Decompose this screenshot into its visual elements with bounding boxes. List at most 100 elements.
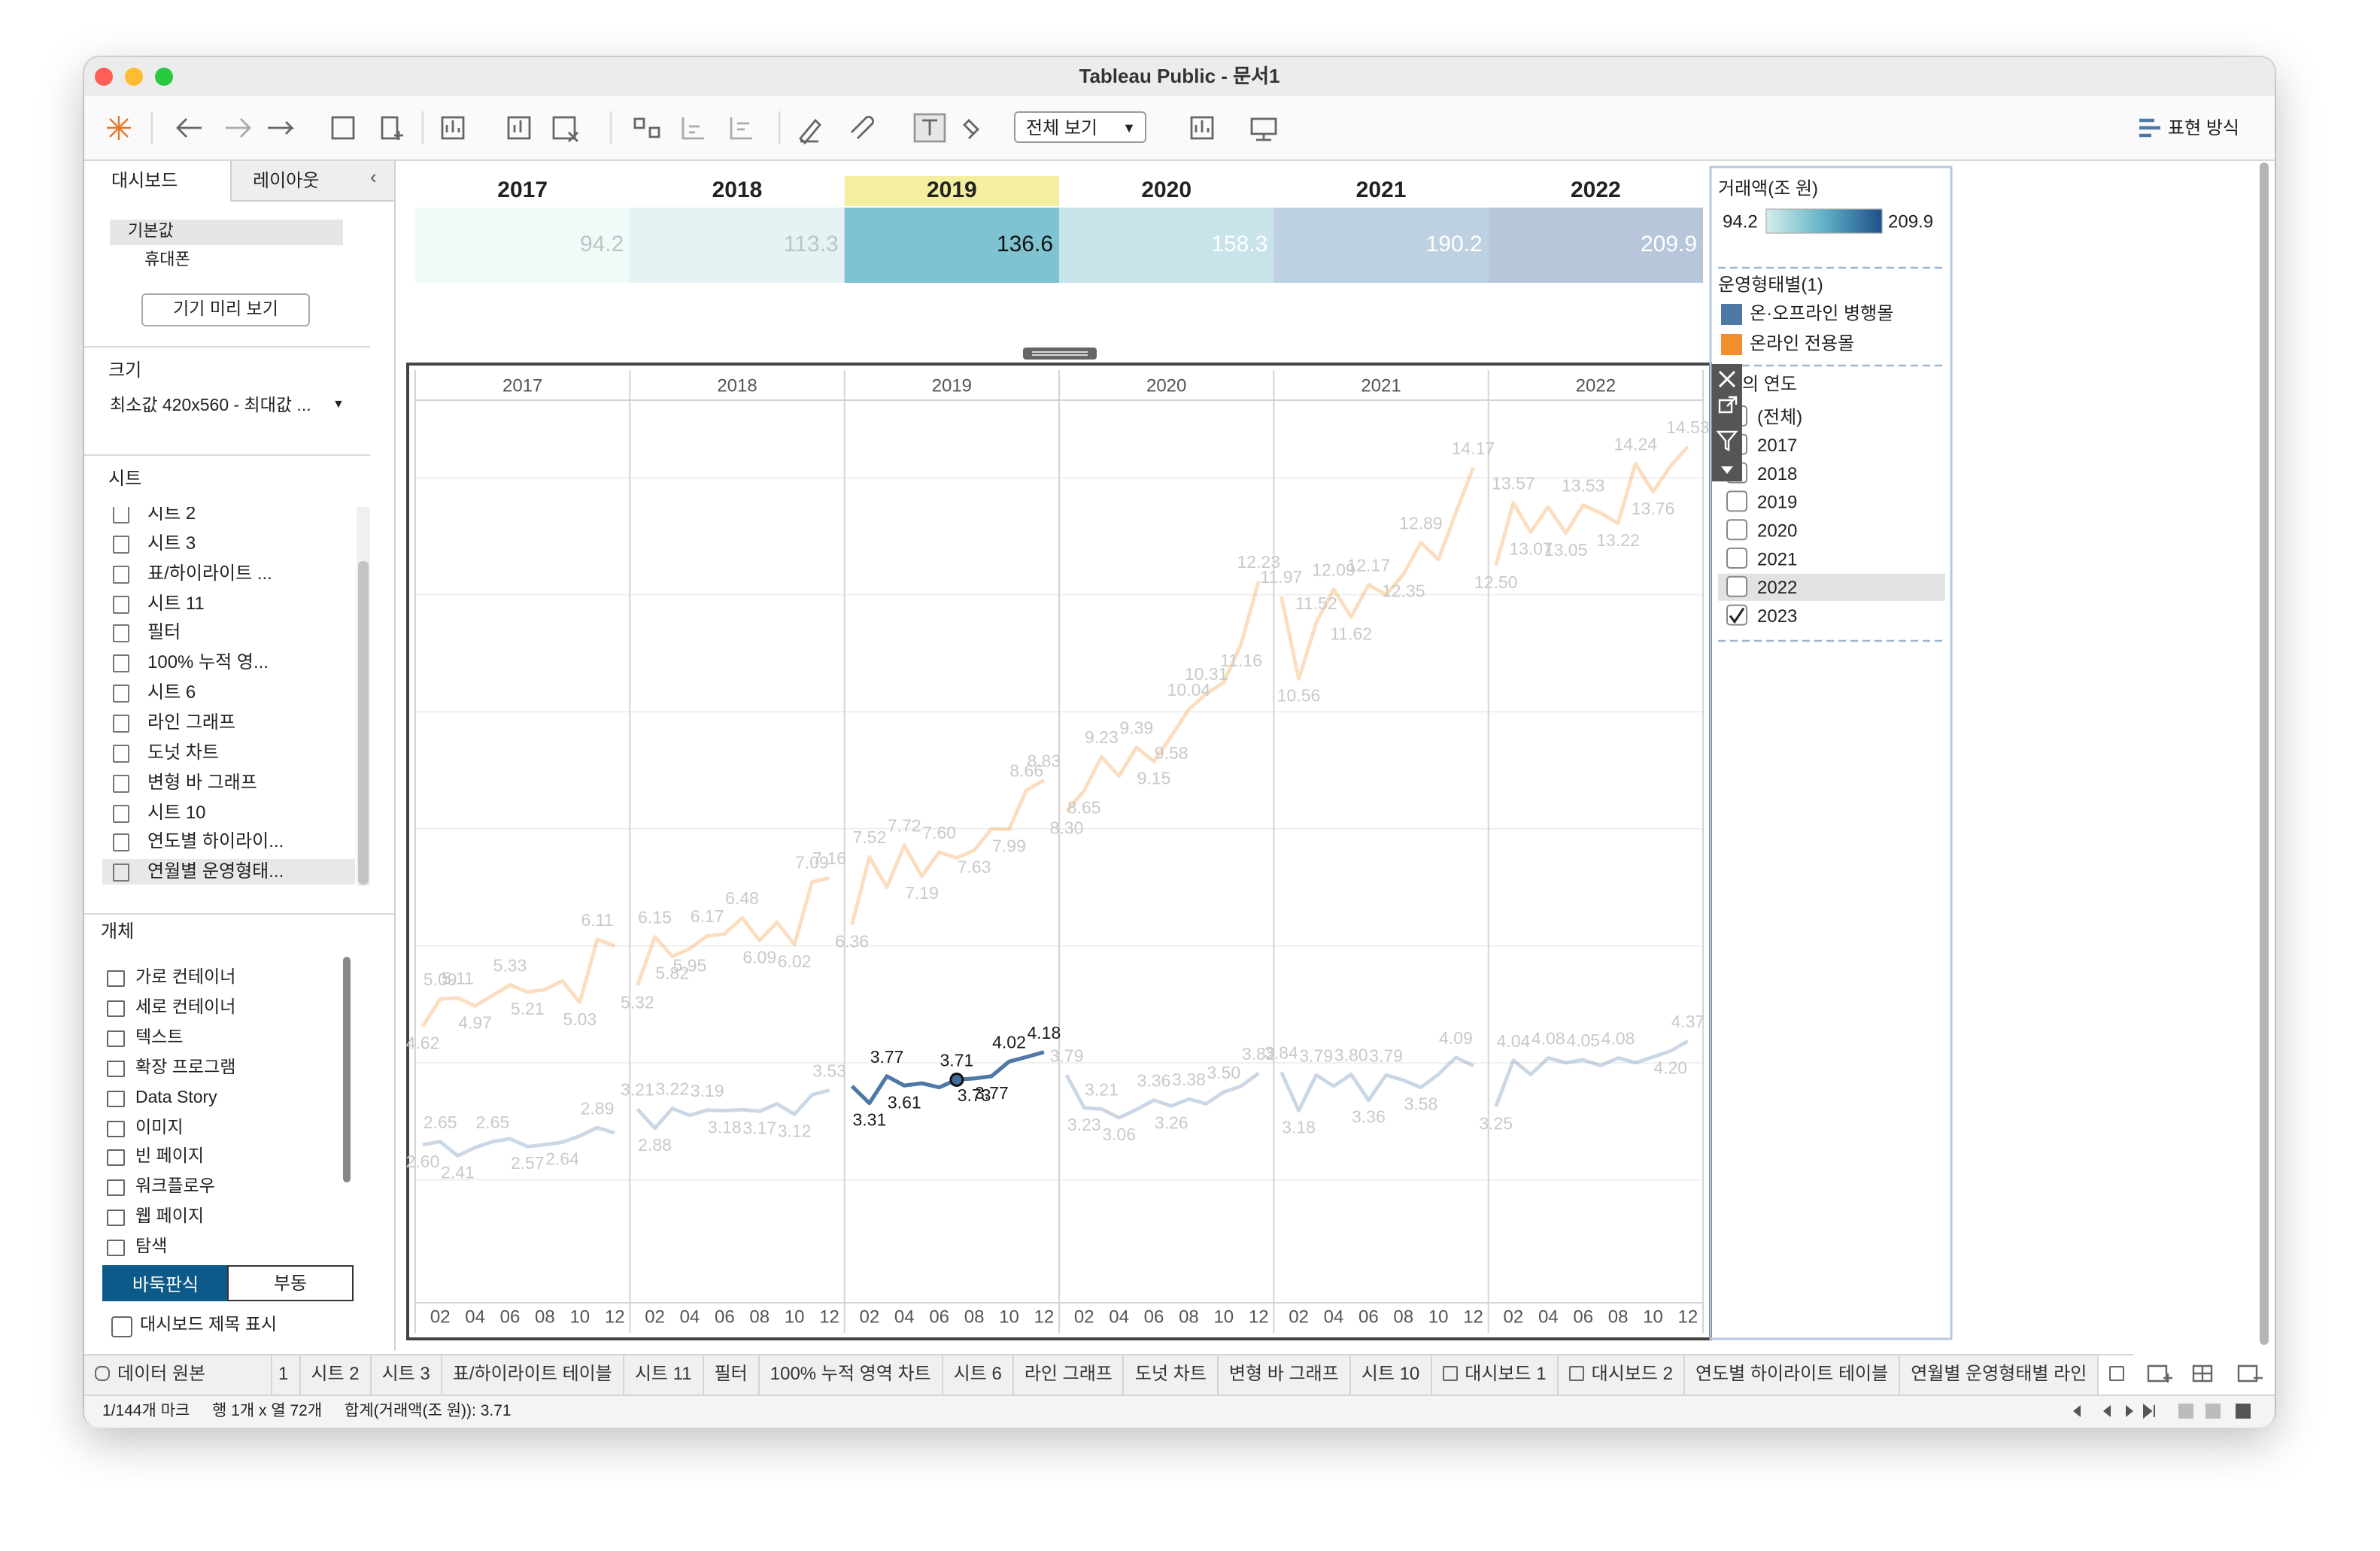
object-item[interactable]: 빈 페이지 [135, 1148, 205, 1167]
preview-button[interactable]: 기기 미리 보기 [141, 293, 310, 326]
sheet-tab[interactable]: 시트 6 [943, 1355, 1014, 1395]
object-item[interactable]: 워크플로우 [135, 1178, 215, 1197]
object-item[interactable]: 세로 컨테이너 [135, 998, 236, 1017]
sheet-tab[interactable]: 연월별 운영형태별 라인 [1900, 1355, 2099, 1395]
selected-point[interactable] [949, 1072, 964, 1087]
sheet-item[interactable]: 시트 2 [102, 507, 355, 527]
sheet-tab[interactable]: 표/하이라이트 테이블 [442, 1355, 624, 1395]
last-page[interactable] [2143, 1403, 2155, 1419]
sheet-tab[interactable]: 시트 10 [1351, 1355, 1432, 1395]
splitter-handle[interactable] [1023, 348, 1097, 360]
sheet-item[interactable]: 연월별 운영형태... [102, 859, 355, 885]
group-button[interactable] [851, 116, 874, 139]
sheet-item[interactable]: 표/하이라이트 ... [102, 560, 355, 586]
filter-option[interactable]: 2020 [1757, 521, 1797, 542]
sheet-item[interactable]: 필터 [102, 621, 355, 646]
show-me-label[interactable]: 표현 방식 [2168, 117, 2239, 138]
object-item[interactable]: 텍스트 [135, 1028, 184, 1047]
sheet-tab[interactable]: 변형 바 그래프 [1219, 1355, 1351, 1395]
duplicate-button[interactable] [507, 116, 531, 140]
tableau-logo[interactable] [107, 116, 131, 140]
sort-asc-button[interactable] [682, 117, 704, 140]
sheet-tab[interactable]: 대시보드 2 [1559, 1355, 1685, 1395]
object-item[interactable]: 가로 컨테이너 [135, 969, 236, 987]
sheet-tab[interactable]: 100% 누적 영역 차트 [760, 1355, 943, 1395]
sheet-tab[interactable]: 대시보드 1 [1431, 1355, 1559, 1395]
sheet-item[interactable]: 도넛 차트 [102, 740, 355, 766]
show-me-icon[interactable] [2139, 118, 2160, 138]
object-item[interactable]: 웹 페이지 [135, 1208, 205, 1227]
pin-button[interactable] [963, 119, 979, 139]
view-grid[interactable] [2178, 1404, 2193, 1419]
sheet-tab[interactable]: 도넛 차트 [1125, 1355, 1219, 1395]
filter-checkbox[interactable] [1726, 548, 1747, 569]
filter-checkbox[interactable] [1726, 604, 1747, 626]
sidebar-tab[interactable]: 대시보드 [111, 170, 178, 191]
first-page[interactable] [2070, 1405, 2081, 1417]
redo-button[interactable] [226, 118, 251, 138]
highlight-button[interactable] [799, 118, 821, 145]
zoom-button[interactable] [155, 68, 173, 86]
object-item[interactable]: 확장 프로그램 [135, 1058, 236, 1077]
sheet-tab[interactable]: 시트 2 [300, 1355, 372, 1395]
sheet-tab[interactable]: 라인 그래프 [1014, 1355, 1125, 1395]
filter-checkbox[interactable] [1726, 519, 1747, 541]
filter-checkbox[interactable] [1726, 575, 1747, 597]
scrollbar[interactable] [2260, 162, 2269, 1345]
sheet-item[interactable]: 라인 그래프 [102, 710, 355, 736]
sheet-item[interactable]: 시트 10 [102, 800, 355, 825]
sort-desc-button[interactable] [730, 117, 752, 140]
view-list[interactable] [2205, 1404, 2221, 1419]
sheet-tab[interactable]: 필터 [704, 1355, 760, 1395]
close-button[interactable] [95, 68, 113, 86]
filter-icon[interactable] [1716, 430, 1738, 451]
sheet-item[interactable]: 연도별 하이라이... [102, 830, 355, 855]
prev-page[interactable] [2103, 1405, 2111, 1417]
open-icon[interactable] [1718, 396, 1738, 414]
device-option[interactable]: 기본값 [110, 220, 343, 245]
sheet-tab[interactable]: 시트 3 [372, 1355, 442, 1395]
scrollbar-thumb[interactable] [358, 561, 369, 885]
sheet-tab[interactable]: 1 [272, 1355, 301, 1395]
sheet-tab[interactable]: 시트 11 [624, 1355, 704, 1395]
collapse-button[interactable]: ‹ [370, 165, 377, 188]
new-sheet-tab[interactable] [2147, 1364, 2172, 1383]
filter-option[interactable]: 2023 [1757, 606, 1797, 627]
sheet-tab[interactable]: 대시보드 3 [2099, 1355, 2133, 1395]
filter-checkbox[interactable] [1726, 490, 1747, 512]
size-dropdown[interactable]: 최소값 420x560 - 최대값 ... [110, 397, 311, 415]
more-icon[interactable] [1721, 466, 1733, 474]
sheet-item[interactable]: 시트 3 [102, 531, 355, 557]
next-page[interactable] [2126, 1405, 2133, 1417]
save-button[interactable] [331, 116, 355, 140]
view-filmstrip[interactable] [2236, 1404, 2251, 1419]
fit-dropdown[interactable]: 전체 보기 ▼ [1014, 111, 1146, 143]
filter-option[interactable]: 2017 [1757, 436, 1797, 456]
filter-option[interactable]: 2021 [1757, 549, 1797, 569]
remove-icon[interactable] [1718, 370, 1736, 388]
legend-swatch[interactable] [1721, 304, 1742, 325]
clear-button[interactable] [552, 116, 578, 142]
sheet-tab[interactable]: 연도별 하이라이트 테이블 [1685, 1355, 1901, 1395]
new-story-tab[interactable] [2237, 1364, 2263, 1383]
sheet-item[interactable]: 변형 바 그래프 [102, 769, 355, 795]
swap-button[interactable] [268, 121, 295, 135]
show-cards-button[interactable] [1190, 116, 1214, 140]
new-dashboard-tab[interactable] [2192, 1364, 2213, 1383]
swap-rows-button[interactable] [633, 117, 660, 138]
presentation-button[interactable] [1250, 117, 1277, 141]
sheet-item[interactable]: 시트 11 [102, 590, 355, 616]
layout-button[interactable]: 부동 [227, 1265, 354, 1301]
object-item[interactable]: 이미지 [135, 1118, 184, 1137]
scrollbar-thumb[interactable] [343, 957, 351, 1182]
filter-option[interactable]: 2018 [1757, 464, 1797, 484]
checkbox[interactable] [111, 1316, 132, 1337]
sheet-item[interactable]: 100% 누적 영... [102, 651, 355, 676]
sheet-tab[interactable]: 데이터 원본 [84, 1355, 272, 1395]
sheet-item[interactable]: 시트 6 [102, 680, 355, 706]
minimize-button[interactable] [125, 68, 143, 86]
new-sheet-button[interactable] [441, 116, 465, 140]
filter-option[interactable]: 2022 [1757, 578, 1797, 598]
legend-swatch[interactable] [1721, 334, 1742, 355]
device-option[interactable]: 휴대폰 [144, 251, 190, 269]
